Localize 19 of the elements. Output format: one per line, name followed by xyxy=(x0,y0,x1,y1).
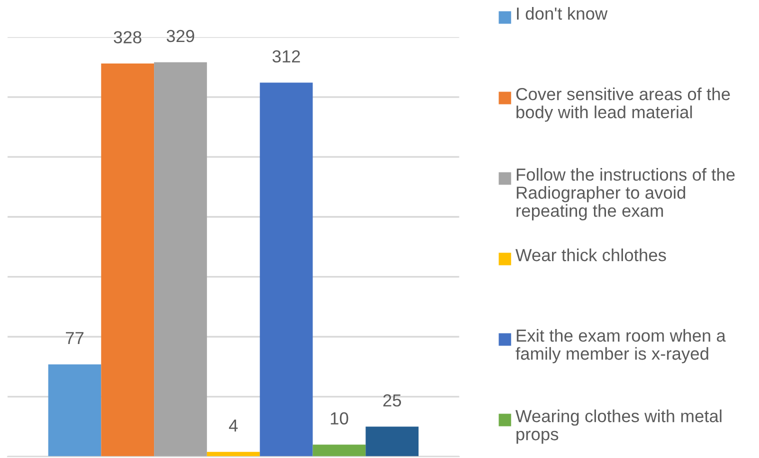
legend-label: I don't know xyxy=(517,7,608,20)
data-label: 329 xyxy=(166,30,194,42)
bar xyxy=(366,426,419,457)
data-label: 10 xyxy=(330,412,348,425)
bar xyxy=(48,364,102,457)
data-label: 77 xyxy=(66,332,84,344)
legend-label: Wearing clothes with metal props xyxy=(516,410,722,444)
bar xyxy=(101,63,154,457)
data-label: 312 xyxy=(272,50,300,63)
bar xyxy=(312,444,366,457)
legend-label: Follow the instructions of the Radiographer to avoid repeating the exam xyxy=(516,168,735,220)
bar xyxy=(260,82,313,457)
bar xyxy=(154,62,207,457)
data-label: 328 xyxy=(114,31,142,44)
legend-label: Wear thick chlothes xyxy=(516,248,666,262)
legend-label: Cover sensitive areas of the body with lead material xyxy=(516,88,730,122)
legend-label: Exit the exam room when a family member is x-rayed xyxy=(516,329,726,364)
data-label: 4 xyxy=(228,420,238,432)
data-label: 25 xyxy=(383,394,402,407)
